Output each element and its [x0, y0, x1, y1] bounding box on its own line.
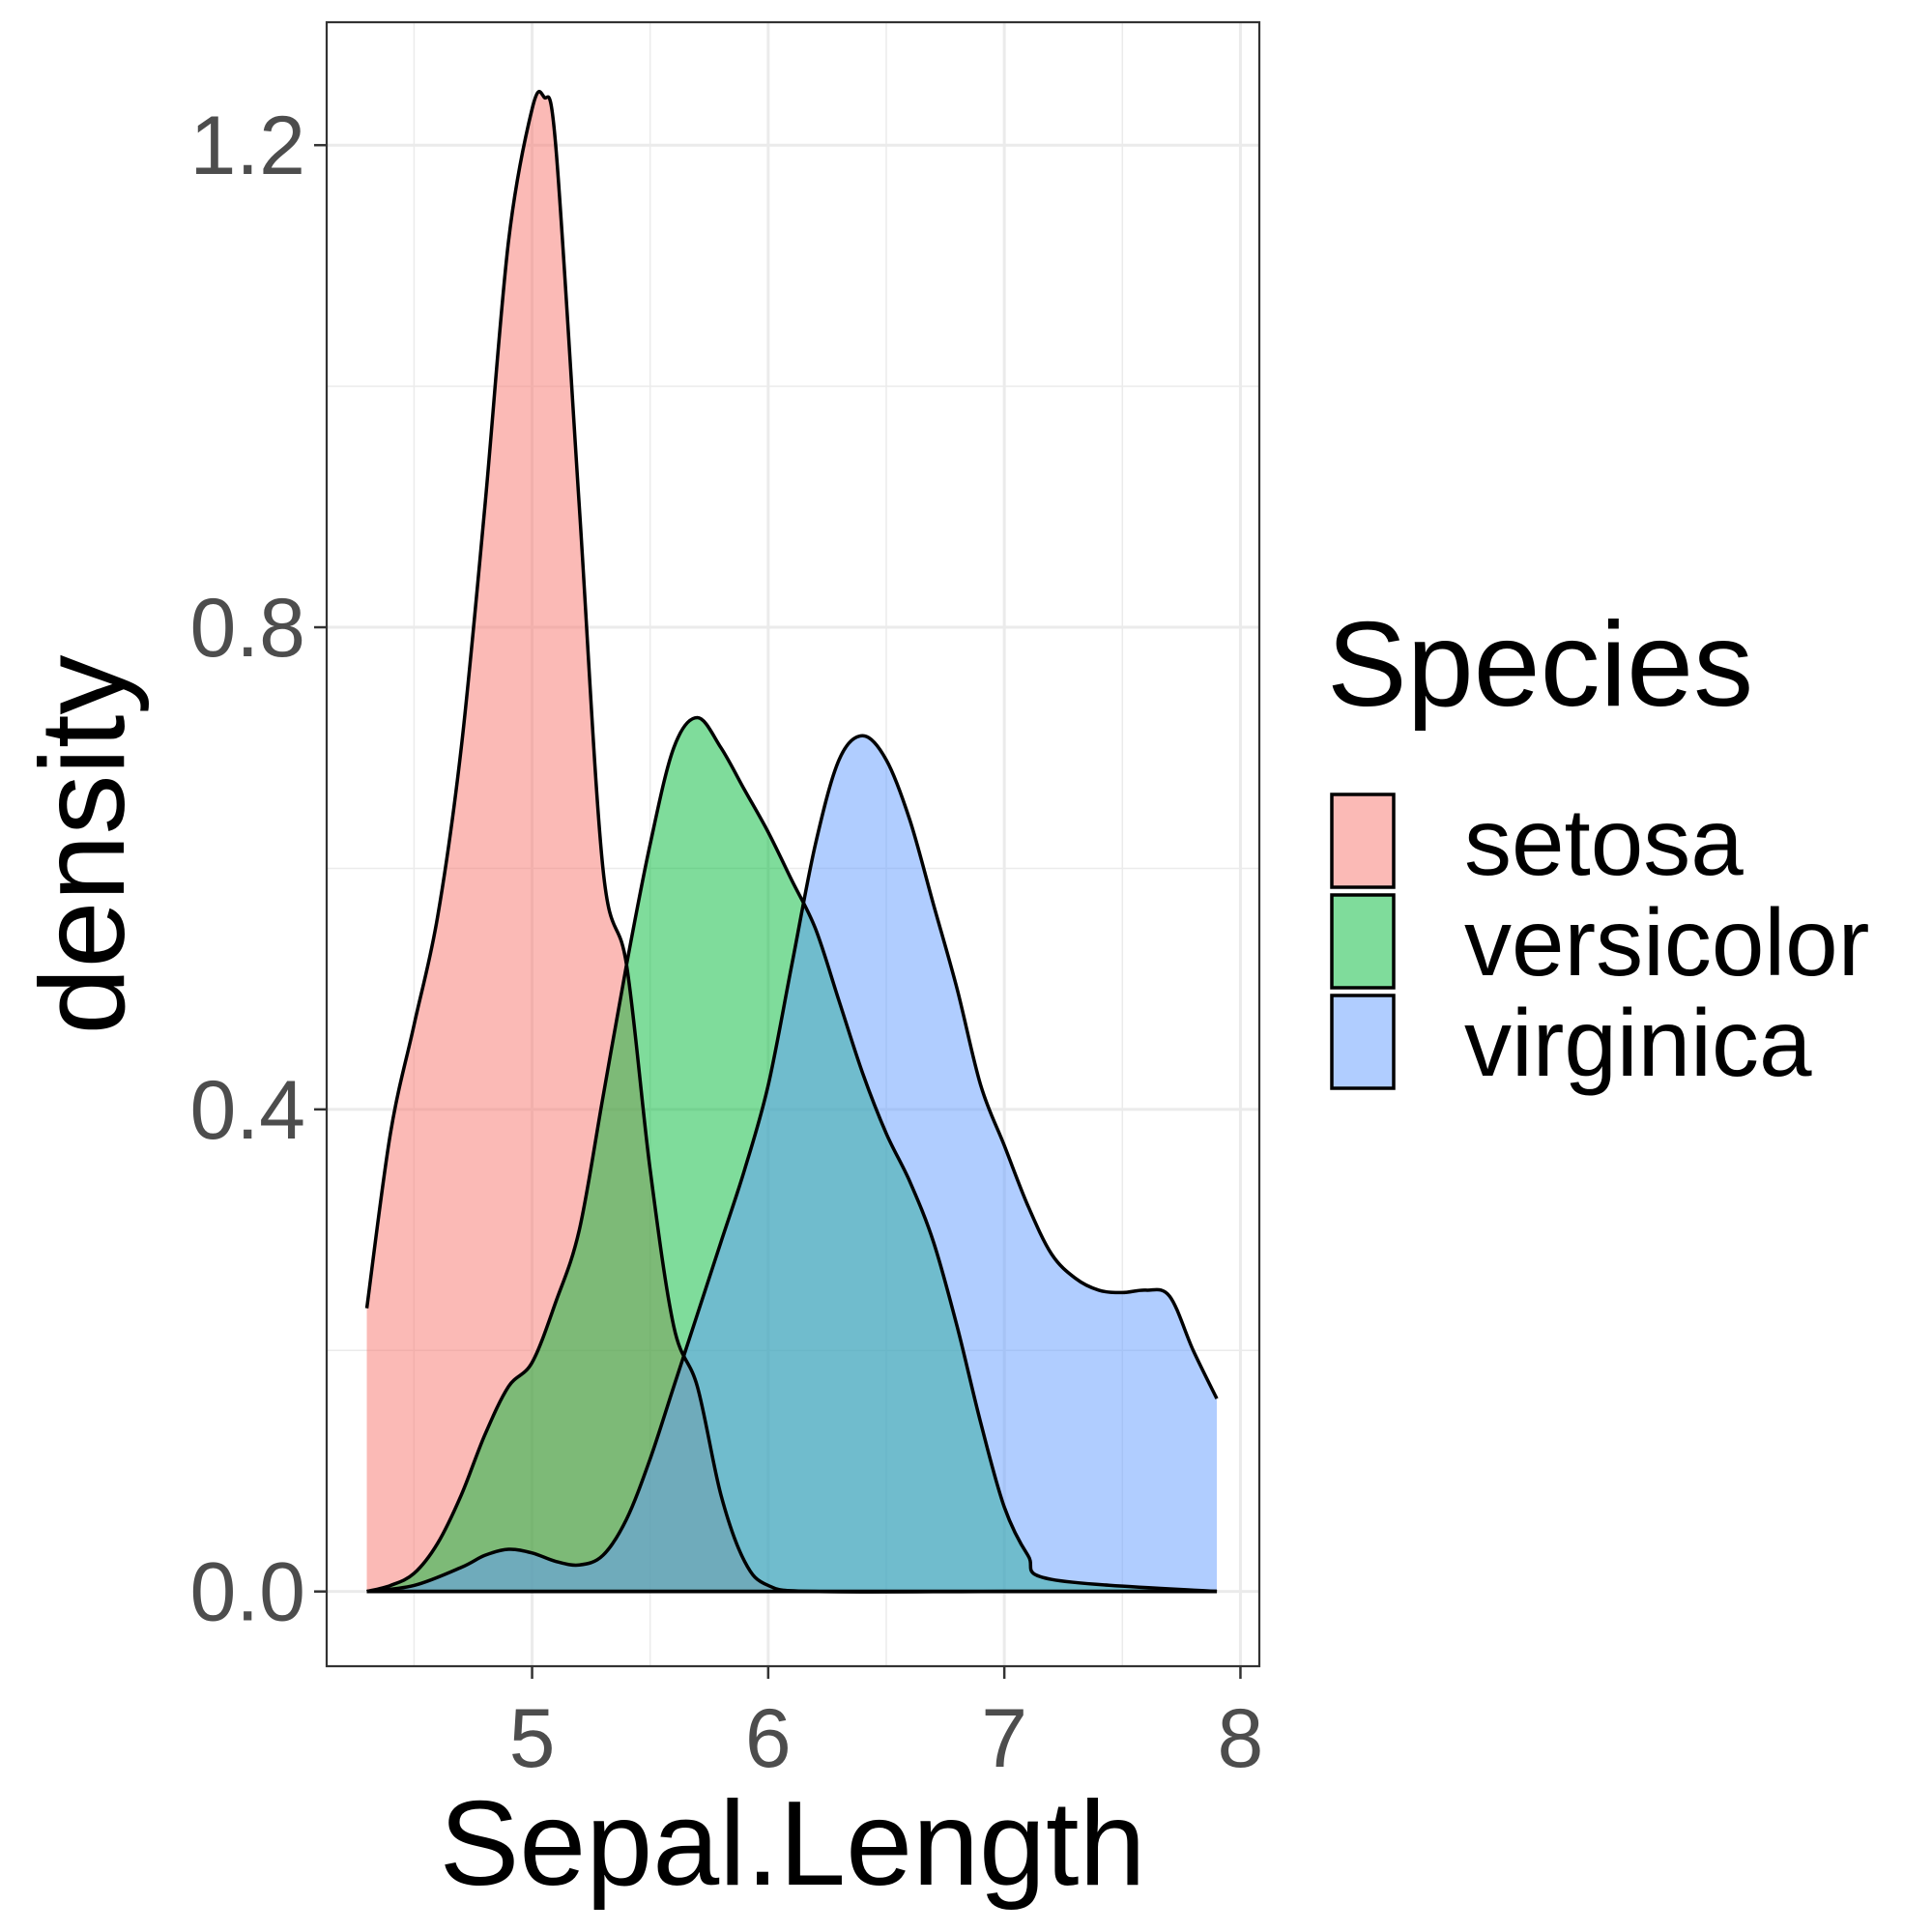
y-tick-label: 0.8: [189, 582, 305, 675]
legend-title: Species: [1327, 598, 1753, 732]
y-axis-ticks: 0.0 0.4 0.8 1.2: [189, 100, 327, 1639]
x-tick-label: 5: [509, 1692, 556, 1785]
density-line-versicolor: [366, 715, 1218, 1594]
legend-label-versicolor: versicolor: [1464, 889, 1869, 995]
legend-key-virginica: [1330, 994, 1396, 1090]
legend-label-virginica: virginica: [1464, 990, 1812, 1096]
y-axis-title: density: [16, 655, 150, 1035]
plot-panel-border: [325, 20, 1261, 1668]
x-tick-label: 7: [981, 1692, 1027, 1785]
x-tick-label: 8: [1218, 1692, 1264, 1785]
legend-key-versicolor: [1330, 893, 1396, 990]
y-tick-label: 0.4: [189, 1064, 305, 1157]
legend-key-setosa: [1330, 793, 1396, 889]
y-tick-label: 1.2: [189, 100, 305, 192]
density-areas: [366, 91, 1218, 1593]
density-line-virginica: [366, 734, 1219, 1594]
density-area-setosa: [366, 91, 1218, 1593]
x-axis-ticks: 5 6 7 8: [509, 1666, 1264, 1785]
y-tick-label: 0.0: [189, 1546, 305, 1639]
density-lines: [364, 90, 1219, 1594]
density-area-virginica: [366, 735, 1218, 1592]
x-axis-title: Sepal.Length: [440, 1777, 1146, 1911]
x-tick-label: 6: [745, 1692, 792, 1785]
density-line-setosa: [364, 90, 1218, 1594]
legend-label-setosa: setosa: [1464, 789, 1744, 895]
